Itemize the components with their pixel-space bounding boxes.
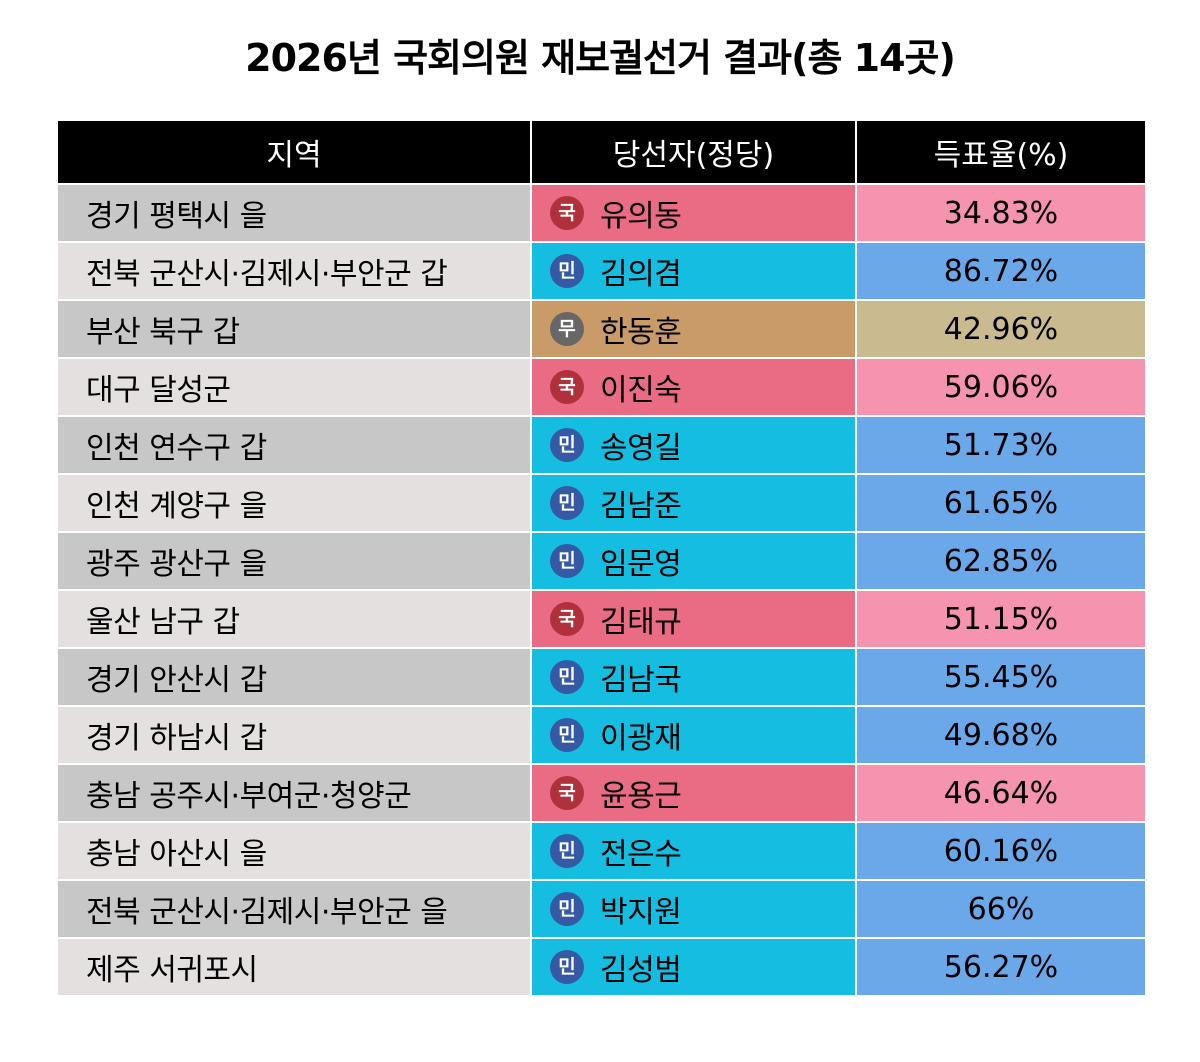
region-cell: 제주 서귀포시 xyxy=(58,938,532,995)
vote-rate-cell: 66% xyxy=(856,880,1145,939)
winner-cell: 국 유의동 xyxy=(531,184,857,243)
winner-name: 이광재 xyxy=(600,721,682,756)
table-row: 인천 계양구 을 민 김남준 61.65% xyxy=(58,474,1145,533)
vote-rate-cell: 62.85% xyxy=(856,532,1145,591)
header-row: 지역 당선자(정당) 득표율(%) xyxy=(58,121,1145,185)
winner-name: 김남준 xyxy=(600,489,682,524)
column-header-winner: 당선자(정당) xyxy=(531,121,857,185)
party-badge-icon: 민 xyxy=(550,544,584,578)
region-cell: 경기 평택시 을 xyxy=(58,184,532,243)
vote-rate-cell: 49.68% xyxy=(856,706,1145,765)
region-cell: 울산 남구 갑 xyxy=(58,590,532,649)
table-row: 부산 북구 갑 무 한동훈 42.96% xyxy=(58,300,1145,359)
winner-name: 이진숙 xyxy=(600,373,682,408)
region-cell: 전북 군산시·김제시·부안군 을 xyxy=(58,880,532,939)
party-badge-icon: 민 xyxy=(550,660,584,694)
winner-name: 김의겸 xyxy=(600,257,682,292)
vote-rate-cell: 51.15% xyxy=(856,590,1145,649)
winner-cell: 민 전은수 xyxy=(531,822,857,881)
region-cell: 광주 광산구 을 xyxy=(58,532,532,591)
winner-cell: 민 김성범 xyxy=(531,938,857,995)
vote-rate-cell: 60.16% xyxy=(856,822,1145,881)
winner-cell: 국 이진숙 xyxy=(531,358,857,417)
table-row: 경기 안산시 갑 민 김남국 55.45% xyxy=(58,648,1145,707)
winner-name: 유의동 xyxy=(600,199,682,234)
table-row: 충남 아산시 을 민 전은수 60.16% xyxy=(58,822,1145,881)
winner-name: 송영길 xyxy=(600,431,682,466)
vote-rate-cell: 55.45% xyxy=(856,648,1145,707)
winner-cell: 민 박지원 xyxy=(531,880,857,939)
winner-cell: 민 김남준 xyxy=(531,474,857,533)
column-header-region: 지역 xyxy=(58,121,532,185)
table-row: 전북 군산시·김제시·부안군 을 민 박지원 66% xyxy=(58,880,1145,939)
party-badge-icon: 민 xyxy=(550,718,584,752)
column-header-rate: 득표율(%) xyxy=(856,121,1145,185)
vote-rate-cell: 61.65% xyxy=(856,474,1145,533)
party-badge-icon: 무 xyxy=(550,312,584,346)
vote-rate-cell: 46.64% xyxy=(856,764,1145,823)
party-badge-icon: 국 xyxy=(550,776,584,810)
region-cell: 충남 공주시·부여군·청양군 xyxy=(58,764,532,823)
party-badge-icon: 국 xyxy=(550,370,584,404)
winner-cell: 민 김남국 xyxy=(531,648,857,707)
winner-name: 전은수 xyxy=(600,837,682,872)
winner-cell: 민 김의겸 xyxy=(531,242,857,301)
region-cell: 충남 아산시 을 xyxy=(58,822,532,881)
winner-name: 한동훈 xyxy=(600,315,682,350)
winner-cell: 민 송영길 xyxy=(531,416,857,475)
vote-rate-cell: 59.06% xyxy=(856,358,1145,417)
region-cell: 인천 계양구 을 xyxy=(58,474,532,533)
winner-cell: 국 김태규 xyxy=(531,590,857,649)
party-badge-icon: 민 xyxy=(550,254,584,288)
winner-name: 윤용근 xyxy=(600,779,682,814)
winner-name: 박지원 xyxy=(600,895,682,930)
winner-cell: 민 이광재 xyxy=(531,706,857,765)
party-badge-icon: 민 xyxy=(550,834,584,868)
region-cell: 경기 하남시 갑 xyxy=(58,706,532,765)
region-cell: 대구 달성군 xyxy=(58,358,532,417)
region-cell: 인천 연수구 갑 xyxy=(58,416,532,475)
winner-cell: 민 임문영 xyxy=(531,532,857,591)
party-badge-icon: 민 xyxy=(550,892,584,926)
region-cell: 전북 군산시·김제시·부안군 갑 xyxy=(58,242,532,301)
table-body: 경기 평택시 을 국 유의동 34.83% 전북 군산시·김제시·부안군 갑 민 김의겸 86… xyxy=(58,184,1145,995)
winner-name: 김성범 xyxy=(600,953,682,988)
table-row: 경기 하남시 갑 민 이광재 49.68% xyxy=(58,706,1145,765)
party-badge-icon: 민 xyxy=(550,950,584,984)
party-badge-icon: 민 xyxy=(550,486,584,520)
vote-rate-cell: 51.73% xyxy=(856,416,1145,475)
table-row: 제주 서귀포시 민 김성범 56.27% xyxy=(58,938,1145,995)
vote-rate-cell: 56.27% xyxy=(856,938,1145,995)
table-row: 전북 군산시·김제시·부안군 갑 민 김의겸 86.72% xyxy=(58,242,1145,301)
party-badge-icon: 국 xyxy=(550,196,584,230)
vote-rate-cell: 42.96% xyxy=(856,300,1145,359)
vote-rate-cell: 86.72% xyxy=(856,242,1145,301)
winner-cell: 무 한동훈 xyxy=(531,300,857,359)
winner-name: 임문영 xyxy=(600,547,682,582)
chart-title: 2026년 국회의원 재보궐선거 결과(총 14곳) xyxy=(245,36,956,80)
winner-cell: 국 윤용근 xyxy=(531,764,857,823)
region-cell: 부산 북구 갑 xyxy=(58,300,532,359)
winner-name: 김태규 xyxy=(600,605,682,640)
region-cell: 경기 안산시 갑 xyxy=(58,648,532,707)
table-row: 충남 공주시·부여군·청양군 국 윤용근 46.64% xyxy=(58,764,1145,823)
vote-rate-cell: 34.83% xyxy=(856,184,1145,243)
results-table: 지역 당선자(정당) 득표율(%) 경기 평택시 을 국 유의동 34.83% 전북 군… xyxy=(58,121,1145,995)
party-badge-icon: 국 xyxy=(550,602,584,636)
party-badge-icon: 민 xyxy=(550,428,584,462)
winner-name: 김남국 xyxy=(600,663,682,698)
table-row: 인천 연수구 갑 민 송영길 51.73% xyxy=(58,416,1145,475)
table-row: 광주 광산구 을 민 임문영 62.85% xyxy=(58,532,1145,591)
table-row: 경기 평택시 을 국 유의동 34.83% xyxy=(58,184,1145,243)
table-row: 울산 남구 갑 국 김태규 51.15% xyxy=(58,590,1145,649)
table-row: 대구 달성군 국 이진숙 59.06% xyxy=(58,358,1145,417)
